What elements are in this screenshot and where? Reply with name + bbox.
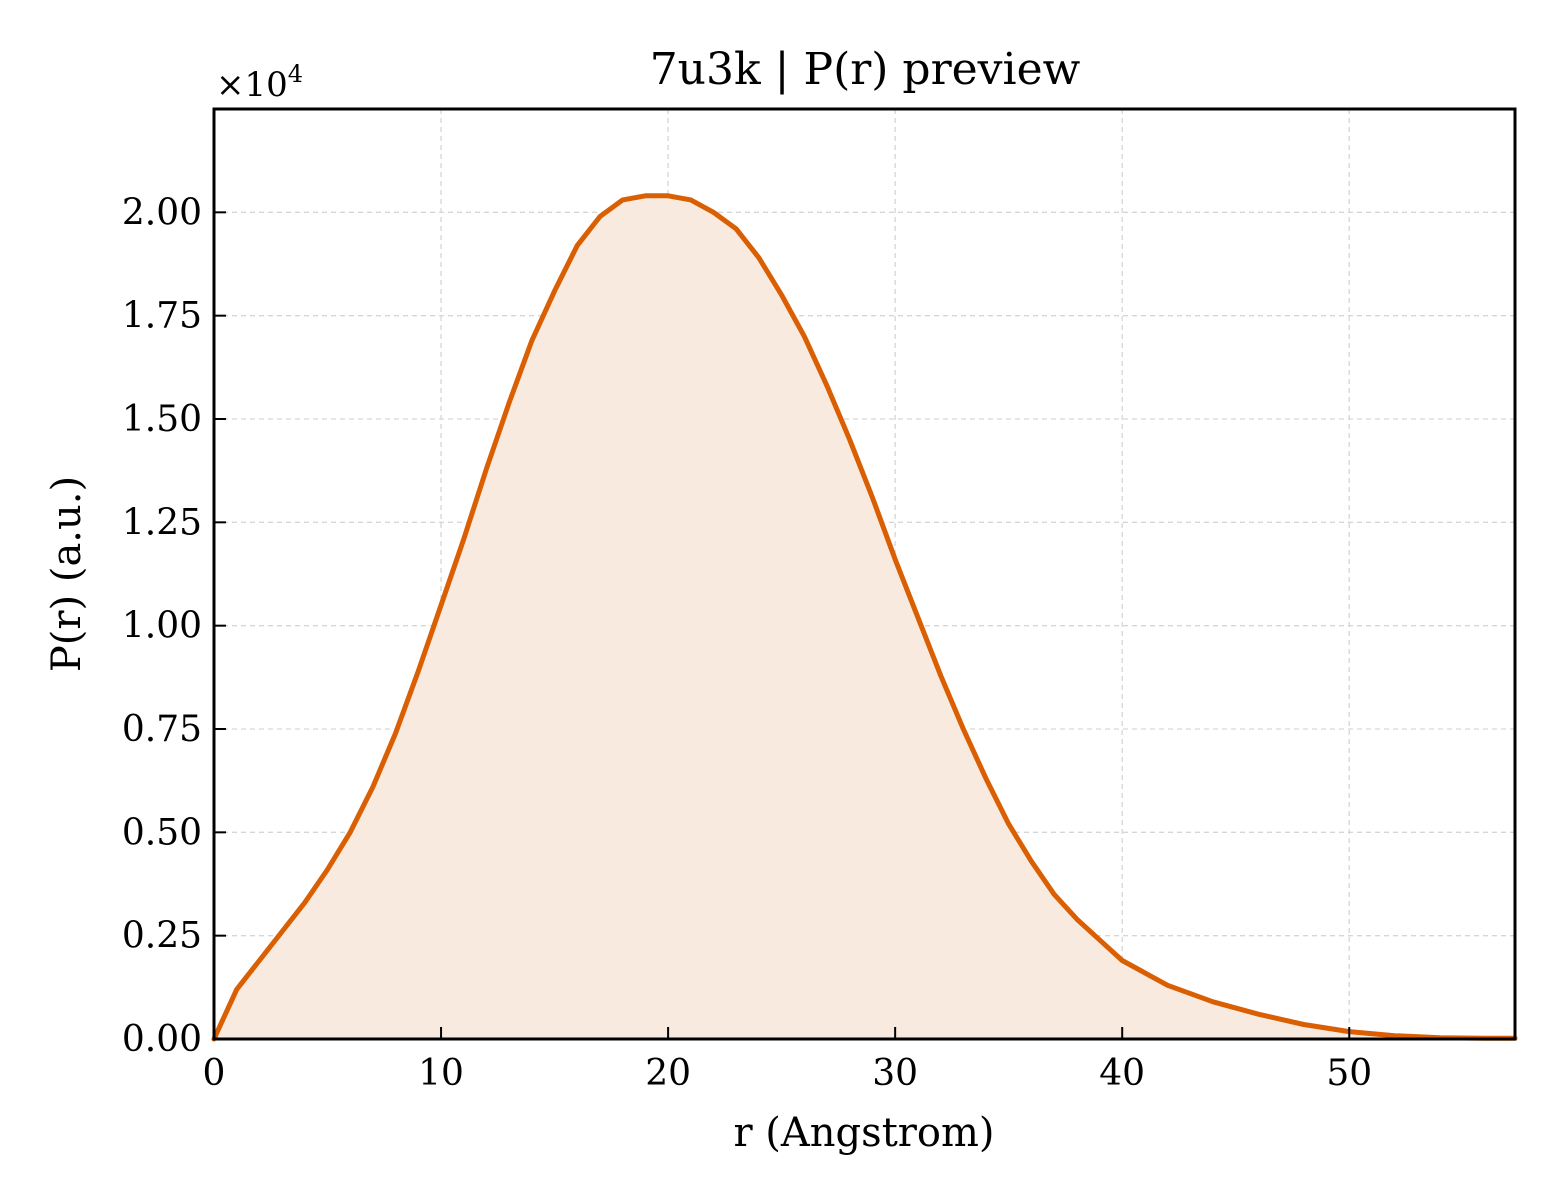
chart-title: 7u3k | P(r) preview — [650, 44, 1081, 95]
pr-area-fill — [214, 195, 1515, 1040]
y-tick-label: 1.00 — [122, 606, 202, 647]
tick-labels: 0 10 20 30 40 50 0.00 0.25 0.50 0.75 1.00 1.25 1.50 1… — [122, 192, 1372, 1094]
y-tick-label: 1.75 — [122, 296, 202, 337]
y-axis-multiplier: ×104 — [216, 60, 303, 105]
y-tick-label: 0.50 — [122, 812, 202, 853]
y-tick-label: 1.25 — [122, 502, 202, 543]
plot-frame — [212, 107, 1517, 1041]
y-tick-label: 0.75 — [122, 709, 202, 750]
x-tick-label: 20 — [645, 1053, 691, 1094]
x-axis-label: r (Angstrom) — [733, 1110, 994, 1156]
x-tick-label: 50 — [1326, 1053, 1372, 1094]
plot-area — [211, 193, 1518, 1042]
x-tick-label: 30 — [872, 1053, 918, 1094]
pr-curve-line — [211, 193, 1518, 1042]
y-tick-label: 0.25 — [122, 916, 202, 957]
y-axis-multiplier-base: ×10 — [216, 65, 288, 105]
y-axis-multiplier-exponent: 4 — [288, 60, 303, 88]
x-tick-label: 0 — [203, 1053, 226, 1094]
y-axis-label: P(r) (a.u.) — [44, 476, 90, 672]
x-tick-label: 40 — [1099, 1053, 1145, 1094]
x-tick-label: 10 — [418, 1053, 464, 1094]
y-tick-label: 2.00 — [122, 192, 202, 233]
y-tick-label: 0.00 — [122, 1019, 202, 1060]
y-tick-label: 1.50 — [122, 399, 202, 440]
